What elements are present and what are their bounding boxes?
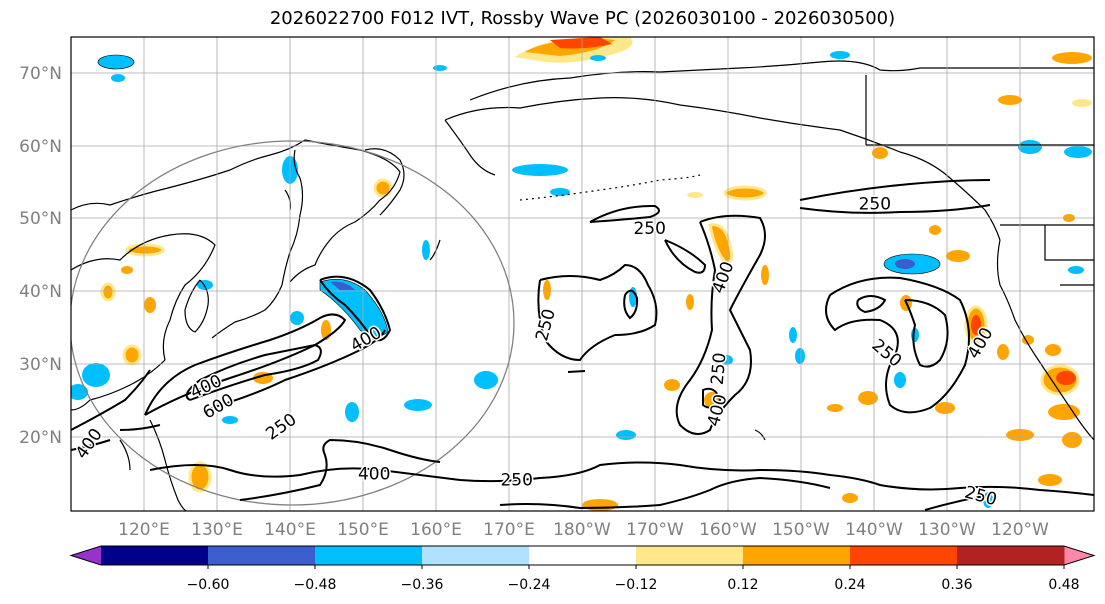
contour-label-group-item: 250 xyxy=(499,469,534,492)
gridlines xyxy=(71,37,1094,511)
latitude-labels: 70°N 60°N 50°N 40°N 30°N 20°N xyxy=(19,64,62,448)
contour-label-group-item: 250 xyxy=(632,217,667,240)
contour-label-group-item: 250 xyxy=(857,193,892,216)
lat-label: 20°N xyxy=(19,428,62,448)
lat-label: 60°N xyxy=(19,137,62,157)
longitude-labels: 120°E 130°E 140°E 150°E 160°E 170°E 180°… xyxy=(118,520,1049,540)
lat-label: 30°N xyxy=(19,355,62,375)
lon-label: 170°W xyxy=(626,520,684,540)
lon-label: 120°E xyxy=(118,520,170,540)
lon-label: 160°W xyxy=(699,520,757,540)
contour-label-group-item: 250 xyxy=(706,350,732,387)
map-frame xyxy=(70,36,1095,512)
lat-label: 70°N xyxy=(19,64,62,84)
ivt-contours xyxy=(71,179,1094,511)
lon-label: 150°W xyxy=(772,520,830,540)
contour-label: 250 xyxy=(633,219,665,239)
lat-label: 40°N xyxy=(19,282,62,302)
figure-title: 2026022700 F012 IVT, Rossby Wave PC (202… xyxy=(269,8,896,29)
lon-label: 130°E xyxy=(191,520,243,540)
lon-label: 120°W xyxy=(991,520,1049,540)
contour-label-group-item: 400 xyxy=(356,463,391,486)
contour-label: 400 xyxy=(358,465,390,485)
lon-label: 150°E xyxy=(337,520,389,540)
contour-label: 250 xyxy=(859,195,891,215)
contour-label: 250 xyxy=(708,352,731,386)
contour-label: 250 xyxy=(500,470,532,490)
rossby-region-circle xyxy=(71,140,515,506)
lat-label: 50°N xyxy=(19,209,62,229)
lon-label: 160°E xyxy=(410,520,462,540)
lon-label: 140°W xyxy=(845,520,903,540)
map-background xyxy=(71,37,1094,511)
lon-label: 170°E xyxy=(483,520,535,540)
lon-label: 130°W xyxy=(918,520,976,540)
lon-label: 180°W xyxy=(553,520,611,540)
lon-label: 140°E xyxy=(264,520,316,540)
